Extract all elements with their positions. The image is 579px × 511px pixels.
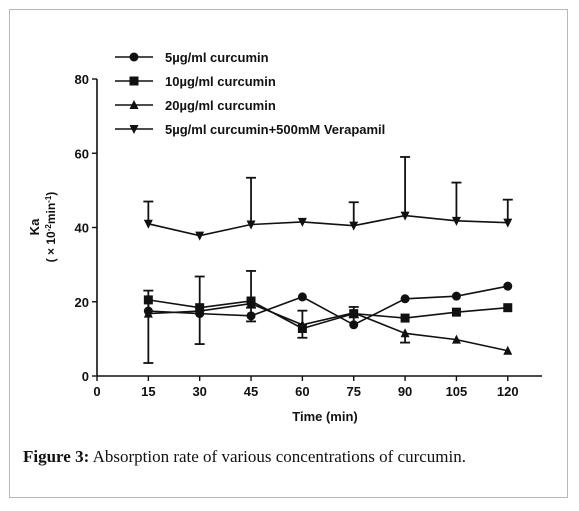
y-axis-label-main: Ka	[27, 218, 42, 235]
figure-caption-label: Figure 3:	[23, 447, 90, 466]
figure-caption: Figure 3: Absorption rate of various con…	[23, 447, 563, 467]
data-point	[246, 298, 256, 308]
data-point	[400, 313, 410, 323]
x-tick-label: 15	[141, 384, 155, 399]
x-tick-label: 30	[192, 384, 206, 399]
legend-item: 10µg/ml curcumin	[115, 74, 276, 89]
legend-item: 5µg/ml curcumin	[115, 50, 269, 65]
data-point	[503, 218, 513, 228]
figure-caption-text: Absorption rate of various concentration…	[92, 447, 466, 466]
series-line	[148, 299, 508, 330]
legend-label: 10µg/ml curcumin	[165, 74, 276, 89]
data-point	[349, 221, 359, 231]
x-tick-label: 60	[295, 384, 309, 399]
legend-marker	[129, 76, 139, 86]
series-line	[148, 214, 508, 237]
y-axis-label-unit: ( × 10-2min-1)	[44, 192, 58, 263]
figure-frame	[9, 9, 568, 498]
data-point	[143, 295, 153, 305]
data-point	[143, 308, 153, 318]
x-tick-label: 0	[93, 384, 100, 399]
data-point	[246, 311, 256, 321]
legend-label: 5µg/ml curcumin	[165, 50, 269, 65]
series-3	[143, 270, 513, 355]
data-point	[195, 231, 205, 241]
chart-series	[143, 156, 513, 364]
data-point	[195, 306, 205, 316]
chart-legend: 5µg/ml curcumin 10µg/ml curcumin 20µg/ml c…	[115, 50, 385, 137]
x-tick-label: 90	[398, 384, 412, 399]
data-point	[451, 291, 461, 301]
y-axis-label: Ka ( × 10-2min-1)	[27, 192, 58, 263]
legend-item: 20µg/ml curcumin	[115, 98, 276, 113]
data-point	[297, 217, 307, 227]
data-point	[451, 307, 461, 317]
x-tick-label: 120	[497, 384, 519, 399]
data-point	[246, 220, 256, 230]
legend-label: 5µg/ml curcumin+500mM Verapamil	[165, 122, 385, 137]
x-tick-label: 45	[244, 384, 258, 399]
data-point	[143, 219, 153, 229]
series-line	[148, 302, 508, 352]
data-point	[503, 281, 513, 291]
data-point	[297, 319, 307, 329]
series-line	[148, 285, 508, 326]
data-point	[451, 334, 461, 344]
legend-marker	[129, 52, 139, 62]
y-tick-label: 60	[75, 146, 89, 161]
y-tick-label: 80	[75, 72, 89, 87]
x-tick-label: 105	[446, 384, 468, 399]
legend-marker	[129, 125, 139, 134]
series-2	[143, 275, 513, 364]
legend-marker	[129, 100, 139, 109]
data-point	[400, 294, 410, 304]
series-4	[143, 156, 513, 241]
legend-item: 5µg/ml curcumin+500mM Verapamil	[115, 122, 385, 137]
x-tick-label: 75	[346, 384, 360, 399]
y-tick-label: 20	[75, 295, 89, 310]
data-point	[400, 211, 410, 221]
data-point	[400, 328, 410, 338]
data-point	[349, 307, 359, 317]
y-tick-label: 40	[75, 221, 89, 236]
data-point	[297, 292, 307, 302]
x-axis-label: Time (min)	[292, 409, 358, 424]
data-point	[503, 303, 513, 313]
legend-label: 20µg/ml curcumin	[165, 98, 276, 113]
y-tick-label: 0	[82, 369, 89, 384]
data-point	[503, 345, 513, 355]
chart-axes: 0 15 30 45 60 75 90 105 120 0 20 40 60 80	[75, 72, 542, 399]
data-point	[349, 320, 359, 330]
data-point	[451, 216, 461, 226]
